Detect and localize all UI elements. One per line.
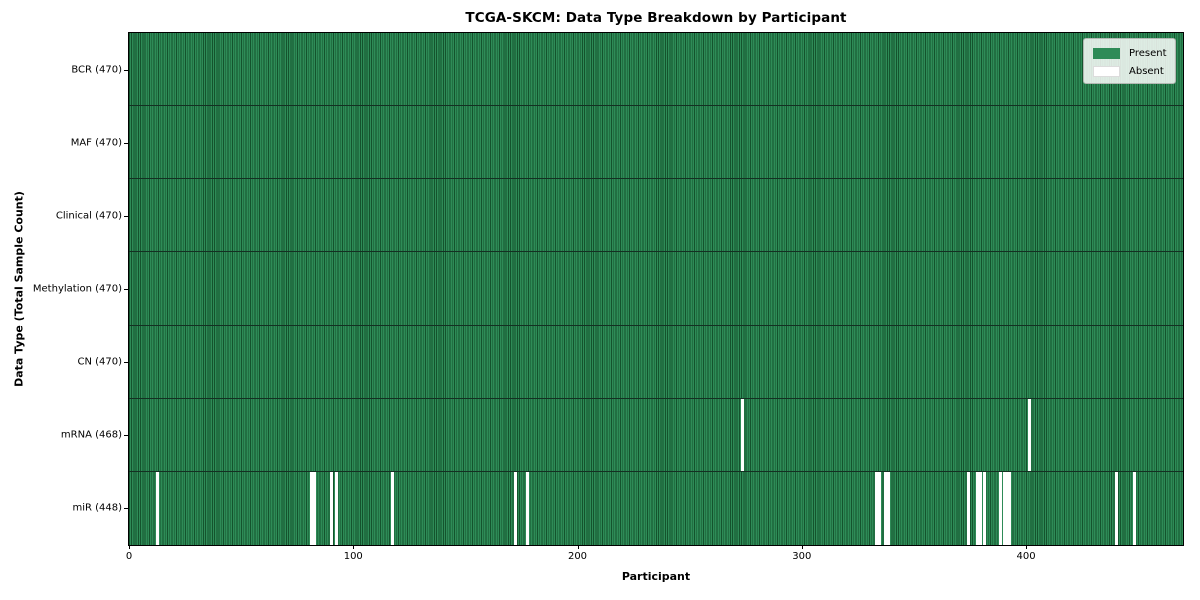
legend-item-present: Present: [1093, 44, 1175, 62]
absent-stripe: [1115, 471, 1119, 545]
y-tick-label-methylation: Methylation (470): [32, 283, 122, 295]
y-tick-mark: [124, 215, 128, 217]
x-tick-mark: [577, 545, 579, 549]
absent-stripe: [740, 398, 744, 471]
y-tick-label-bcr: BCR (470): [71, 64, 122, 76]
absent-stripe: [525, 471, 529, 545]
x-tick-label: 200: [567, 551, 588, 562]
x-axis-label: Participant: [621, 570, 691, 583]
heatmap-row-clinical: [129, 179, 1183, 253]
y-tick-mark: [124, 508, 128, 510]
absent-stripe: [334, 471, 338, 545]
absent-stripe: [155, 471, 159, 545]
absent-stripe: [390, 471, 394, 545]
x-tick-mark: [801, 545, 803, 549]
y-tick-label-clinical: Clinical (470): [55, 210, 122, 222]
heatmap-row-mrna: [129, 398, 1183, 472]
heatmap-row-cn: [129, 326, 1183, 399]
y-tick-label-mrna: mRNA (468): [60, 429, 122, 441]
absent-stripe: [884, 471, 888, 545]
y-tick-label-mir: miR (448): [72, 502, 122, 514]
absent-stripe: [1027, 398, 1031, 471]
x-tick-label: 400: [1016, 551, 1036, 562]
x-tick-mark: [353, 545, 355, 549]
y-tick-mark: [124, 142, 128, 144]
absent-stripe: [310, 471, 314, 545]
absent-stripe: [1133, 471, 1137, 545]
absent-stripe: [983, 471, 987, 545]
x-tick-mark: [1026, 545, 1028, 549]
absent-stripe: [967, 471, 971, 545]
legend-swatch-present-icon: [1093, 47, 1120, 59]
x-tick-label: 100: [343, 551, 363, 562]
absent-stripe: [1005, 471, 1009, 545]
heatmap-row-methylation: [129, 252, 1183, 326]
heatmap-row-bcr: [129, 33, 1183, 107]
x-tick-label: 0: [125, 551, 133, 562]
chart-title: TCGA-SKCM: Data Type Breakdown by Partic…: [465, 10, 847, 26]
y-tick-mark: [124, 362, 128, 364]
absent-stripe: [330, 471, 334, 545]
absent-stripe: [514, 471, 518, 545]
absent-stripe: [978, 471, 982, 545]
y-tick-mark: [124, 289, 128, 290]
legend-swatch-absent-icon: [1093, 65, 1120, 77]
y-tick-label-maf: MAF (470): [70, 137, 122, 149]
heatmap-row-mir: [129, 471, 1183, 545]
absent-stripe: [886, 471, 890, 545]
x-tick-mark: [129, 545, 130, 549]
absent-stripe: [877, 471, 881, 545]
plot-area: [129, 33, 1183, 545]
absent-stripe: [976, 471, 980, 545]
absent-stripe: [998, 471, 1002, 545]
absent-stripe: [1003, 471, 1007, 545]
y-tick-mark: [124, 69, 128, 71]
y-tick-mark: [124, 435, 128, 437]
absent-stripe: [875, 471, 879, 545]
y-tick-label-cn: CN (470): [77, 356, 122, 368]
heatmap-row-maf: [129, 106, 1183, 180]
legend-item-absent: Absent: [1093, 62, 1175, 80]
legend: Present Absent: [1083, 38, 1176, 84]
legend-label-present: Present: [1129, 47, 1167, 59]
absent-stripe: [1007, 471, 1011, 545]
x-tick-label: 300: [792, 551, 812, 562]
legend-label-absent: Absent: [1129, 65, 1164, 77]
absent-stripe: [312, 471, 316, 545]
